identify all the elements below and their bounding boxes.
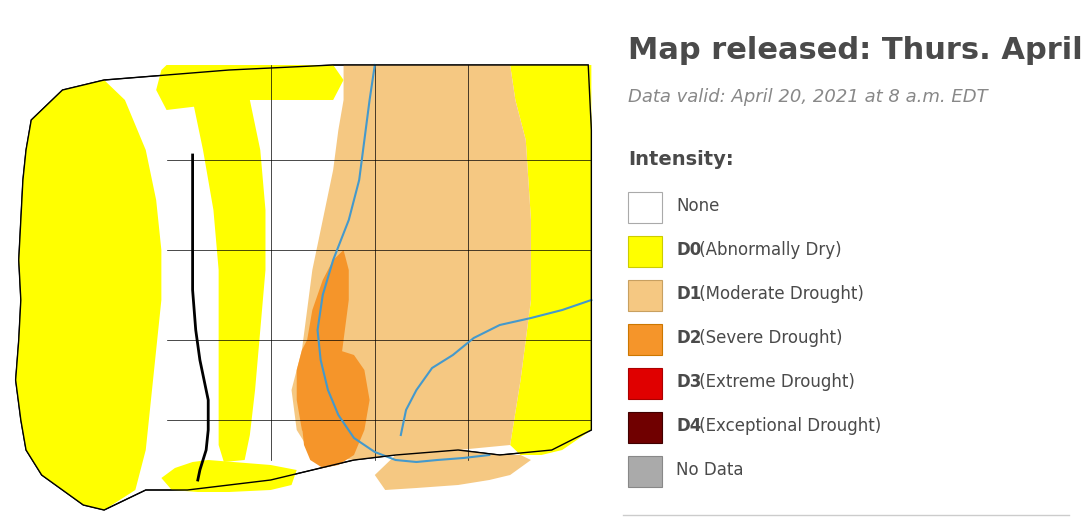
Polygon shape [193,85,265,462]
Polygon shape [374,450,531,490]
Polygon shape [15,65,592,510]
Polygon shape [302,350,370,468]
Polygon shape [15,80,161,510]
Text: (Abnormally Dry): (Abnormally Dry) [694,241,841,259]
Text: (Extreme Drought): (Extreme Drought) [694,373,855,391]
Text: Map released: Thurs. April 22, 2021: Map released: Thurs. April 22, 2021 [628,36,1088,65]
Text: D0: D0 [677,241,702,259]
Text: Intensity:: Intensity: [628,150,733,169]
Text: D2: D2 [677,329,702,347]
Polygon shape [297,250,349,440]
FancyBboxPatch shape [628,412,662,443]
Text: No Data: No Data [677,462,744,479]
Text: (Severe Drought): (Severe Drought) [694,329,842,347]
Text: D3: D3 [677,373,702,391]
FancyBboxPatch shape [628,280,662,311]
Text: D4: D4 [677,418,702,435]
Text: (Exceptional Drought): (Exceptional Drought) [694,418,881,435]
Polygon shape [157,65,344,110]
FancyBboxPatch shape [628,456,662,487]
Text: (Moderate Drought): (Moderate Drought) [694,285,864,303]
FancyBboxPatch shape [628,368,662,399]
Text: Data valid: April 20, 2021 at 8 a.m. EDT: Data valid: April 20, 2021 at 8 a.m. EDT [628,88,988,106]
FancyBboxPatch shape [628,324,662,355]
Text: D1: D1 [677,285,702,303]
Polygon shape [510,65,592,455]
Polygon shape [161,460,297,492]
Text: None: None [677,197,720,215]
FancyBboxPatch shape [628,236,662,267]
FancyBboxPatch shape [628,192,662,223]
Polygon shape [292,65,531,460]
